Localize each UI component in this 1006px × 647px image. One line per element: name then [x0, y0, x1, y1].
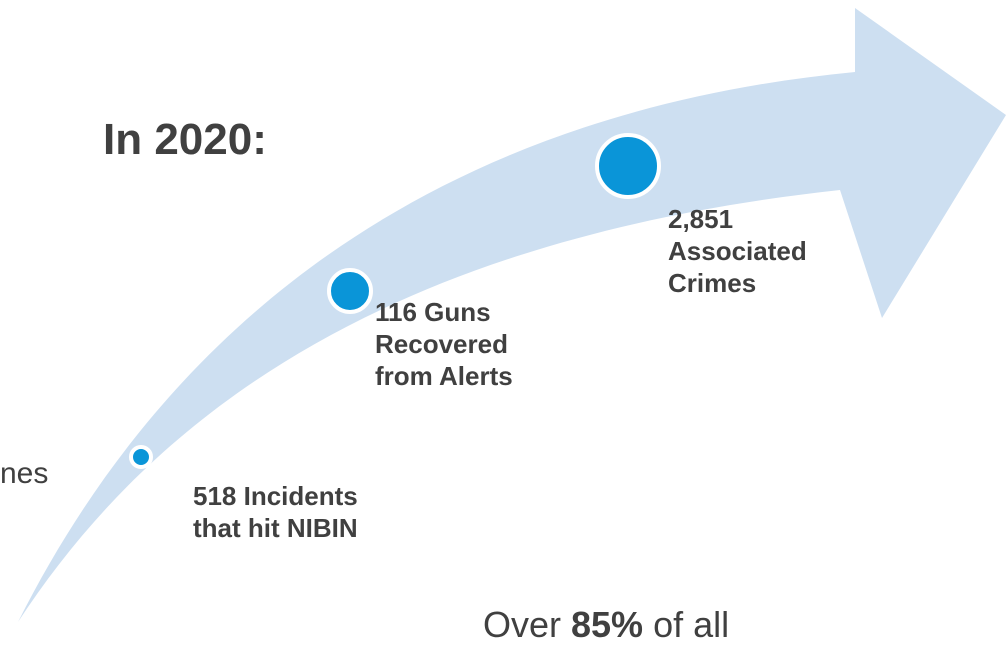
- bottom-cut-off-statement: Over 85% of all: [483, 603, 729, 647]
- milestone-label-guns: 116 Guns Recovered from Alerts: [375, 297, 513, 391]
- milestone-label-incidents: 518 Incidents that hit NIBIN: [193, 481, 358, 543]
- milestone-dot-3: [595, 133, 661, 199]
- milestone-dot-1: [129, 445, 153, 469]
- diagram-title: In 2020:: [103, 115, 267, 164]
- statement-suffix: of all: [643, 604, 730, 645]
- statement-prefix: Over: [483, 604, 572, 645]
- growth-arrow-diagram: [18, 8, 1006, 622]
- left-cut-off-text: nes: [0, 457, 49, 490]
- milestone-dot-2: [327, 268, 373, 314]
- milestone-label-crimes: 2,851 Associated Crimes: [668, 204, 807, 298]
- statement-percentage: 85%: [571, 604, 644, 645]
- curved-arrow: [18, 8, 1006, 622]
